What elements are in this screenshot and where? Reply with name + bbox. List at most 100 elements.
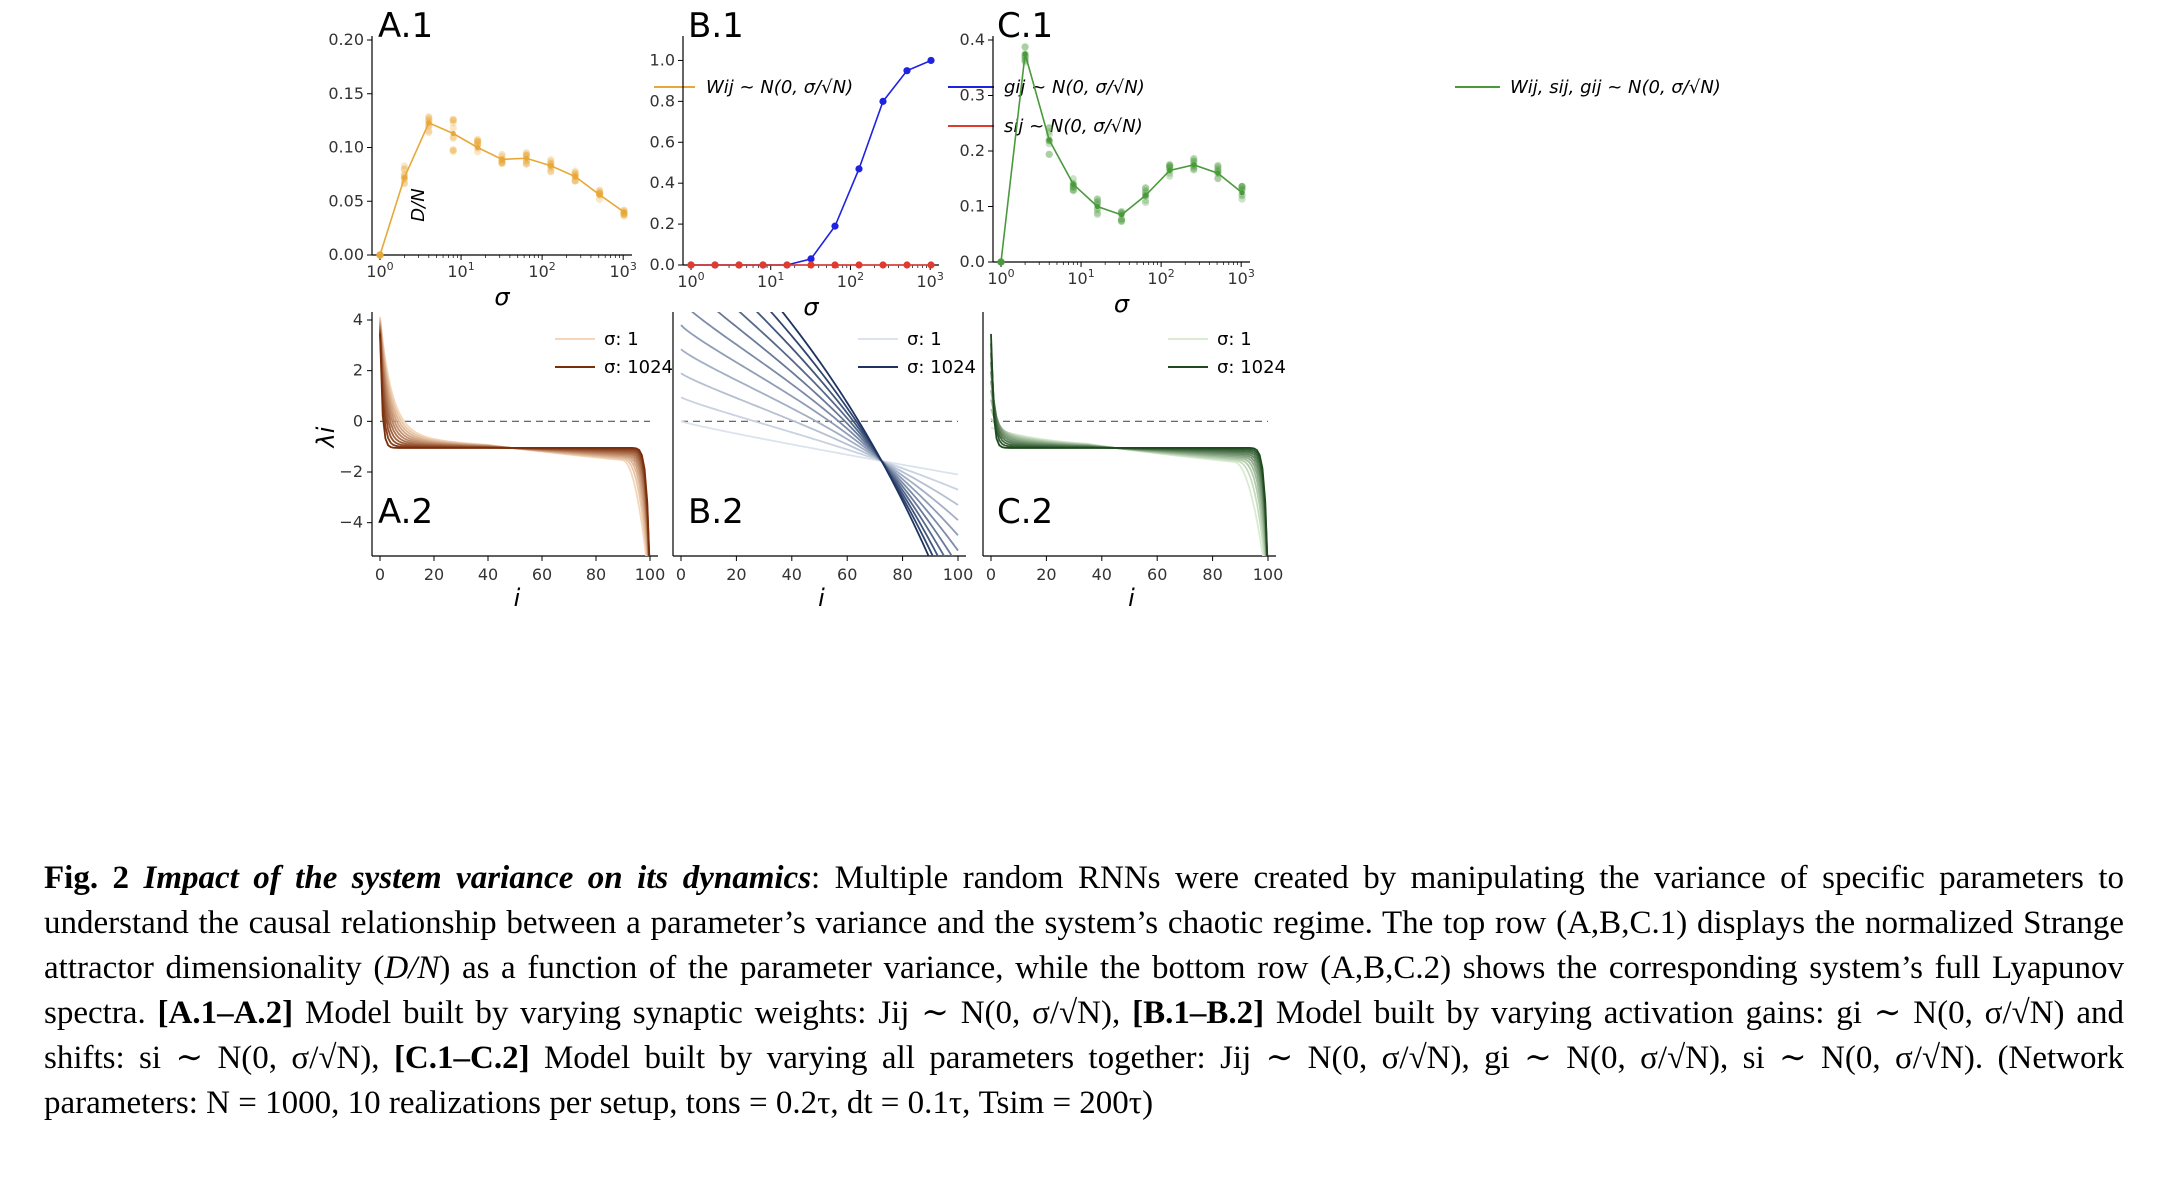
- x-tick-label: 100: [366, 260, 393, 281]
- mean-point: [998, 259, 1004, 265]
- scatter-point: [1117, 217, 1126, 226]
- panel-b-1: 0.0 0.2 0.4 0.6 0.8 1.0 100 101 102 103 σ B.1 gij ~ …: [650, 6, 1145, 321]
- scatter-point: [474, 135, 482, 143]
- spectra-lines: [379, 316, 651, 556]
- scatter-point: [474, 137, 482, 145]
- mean-point: [572, 173, 578, 180]
- scatter-point: [1069, 187, 1077, 195]
- scatter-point: [1117, 215, 1126, 223]
- scatter-point: [474, 137, 482, 145]
- x-tick-label: 40: [1092, 565, 1112, 584]
- data-point: [711, 261, 719, 269]
- scatter-point: [1214, 163, 1222, 172]
- y-tick-label: 0.8: [650, 91, 675, 110]
- y-tick-label: 4: [353, 310, 363, 329]
- scatter-point: [1045, 150, 1053, 158]
- scatter-point: [1190, 165, 1198, 173]
- y-tick-label: 0.0: [650, 255, 675, 274]
- y-axis-label: D/N: [408, 188, 429, 221]
- legend-label: σ: 1: [604, 329, 639, 350]
- figure-number: Fig. 2: [44, 860, 130, 896]
- scatter-point: [1214, 162, 1222, 170]
- x-tick-label: 80: [892, 565, 912, 584]
- scatter-point: [1166, 162, 1174, 170]
- y-tick-label: 0.2: [960, 141, 985, 160]
- mean-point: [1239, 190, 1245, 196]
- y-tick-label: 0.4: [650, 173, 675, 192]
- mean-point: [621, 209, 627, 215]
- legend-label: gij ~ N(0, σ/√N): [1004, 77, 1145, 98]
- legend-label: sij ~ N(0, σ/√N): [1004, 116, 1143, 137]
- scatter-point: [547, 156, 555, 164]
- scatter-point: [596, 186, 604, 194]
- spectrum-line: [691, 312, 959, 552]
- data-point: [735, 261, 743, 269]
- spectra-lines: [680, 312, 959, 556]
- x-tick-label: 40: [478, 565, 498, 584]
- x-axis-label: σ: [1114, 290, 1130, 318]
- mean-point: [523, 155, 530, 161]
- scatter-point: [571, 177, 579, 185]
- mean-point: [475, 144, 481, 151]
- data-point: [831, 222, 839, 230]
- spectrum-line: [738, 312, 946, 556]
- caption-a-label: [A.1–A.2]: [157, 995, 294, 1031]
- y-tick-label: 0.1: [960, 197, 985, 216]
- panel-label: A.2: [378, 492, 433, 532]
- scatter-point: [1190, 166, 1198, 174]
- scatter-point: [1190, 155, 1198, 163]
- scatter-point: [1166, 160, 1174, 168]
- mean-point: [1118, 212, 1125, 218]
- data-point: [807, 255, 815, 263]
- scatter-point: [547, 168, 555, 176]
- data-point: [687, 261, 695, 269]
- scatter-point: [1214, 175, 1222, 183]
- scatter-point: [1142, 184, 1150, 192]
- y-tick-label: 0.0: [960, 252, 985, 271]
- y-tick-label: 0.00: [328, 245, 364, 264]
- scatter-point: [1190, 154, 1198, 162]
- y-tick-label: 2: [353, 361, 363, 380]
- data-point: [903, 261, 911, 269]
- scatter-point: [425, 114, 433, 122]
- mean-point: [1022, 51, 1028, 57]
- x-tick-label: 102: [528, 260, 555, 281]
- figure-title: Impact of the system variance on its dyn…: [143, 860, 812, 896]
- x-tick-label: 0: [375, 565, 385, 584]
- scatter-point: [449, 115, 457, 123]
- scatter-point: [449, 147, 457, 156]
- caption-b-label: [B.1–B.2]: [1132, 995, 1265, 1031]
- scatter-point: [1117, 215, 1126, 223]
- scatter-point: [1069, 186, 1077, 194]
- scatter-point: [449, 146, 457, 154]
- y-tick-label: 1.0: [650, 50, 675, 69]
- legend-label: σ: 1024: [604, 357, 673, 378]
- scatter-point: [1142, 184, 1150, 192]
- x-axis-label: i: [818, 584, 825, 612]
- scatter-point: [1166, 172, 1174, 180]
- scatter-point: [498, 159, 506, 168]
- scatter-point: [1238, 182, 1246, 190]
- data-point: [855, 165, 863, 173]
- scatter-point: [425, 129, 433, 137]
- data-point: [855, 261, 863, 269]
- mean-point: [1215, 170, 1221, 176]
- scatter-point: [1214, 161, 1222, 170]
- data-point: [879, 261, 887, 269]
- x-tick-label: 101: [1067, 267, 1094, 288]
- x-tick-label: 80: [586, 565, 606, 584]
- scatter-point: [474, 138, 482, 146]
- spectrum-line: [680, 348, 959, 521]
- scatter-point: [1238, 182, 1246, 191]
- scatter-point: [400, 165, 408, 174]
- panel-b-2: 0 20 40 60 80 100 i B.2 σ: 1 σ: 1024: [672, 312, 976, 612]
- mean-point: [548, 163, 554, 169]
- x-tick-label: 0: [676, 565, 686, 584]
- x-tick-label: 0: [986, 565, 996, 584]
- caption-text-2: ) as a function of the parameter varianc…: [44, 950, 2124, 1031]
- mean-point: [597, 192, 603, 198]
- caption-params: (Network parameters: N = 1000, 10 realiz…: [44, 1040, 2124, 1121]
- scatter-point: [449, 134, 457, 143]
- scatter-point: [425, 127, 433, 135]
- x-tick-label: 100: [987, 267, 1014, 288]
